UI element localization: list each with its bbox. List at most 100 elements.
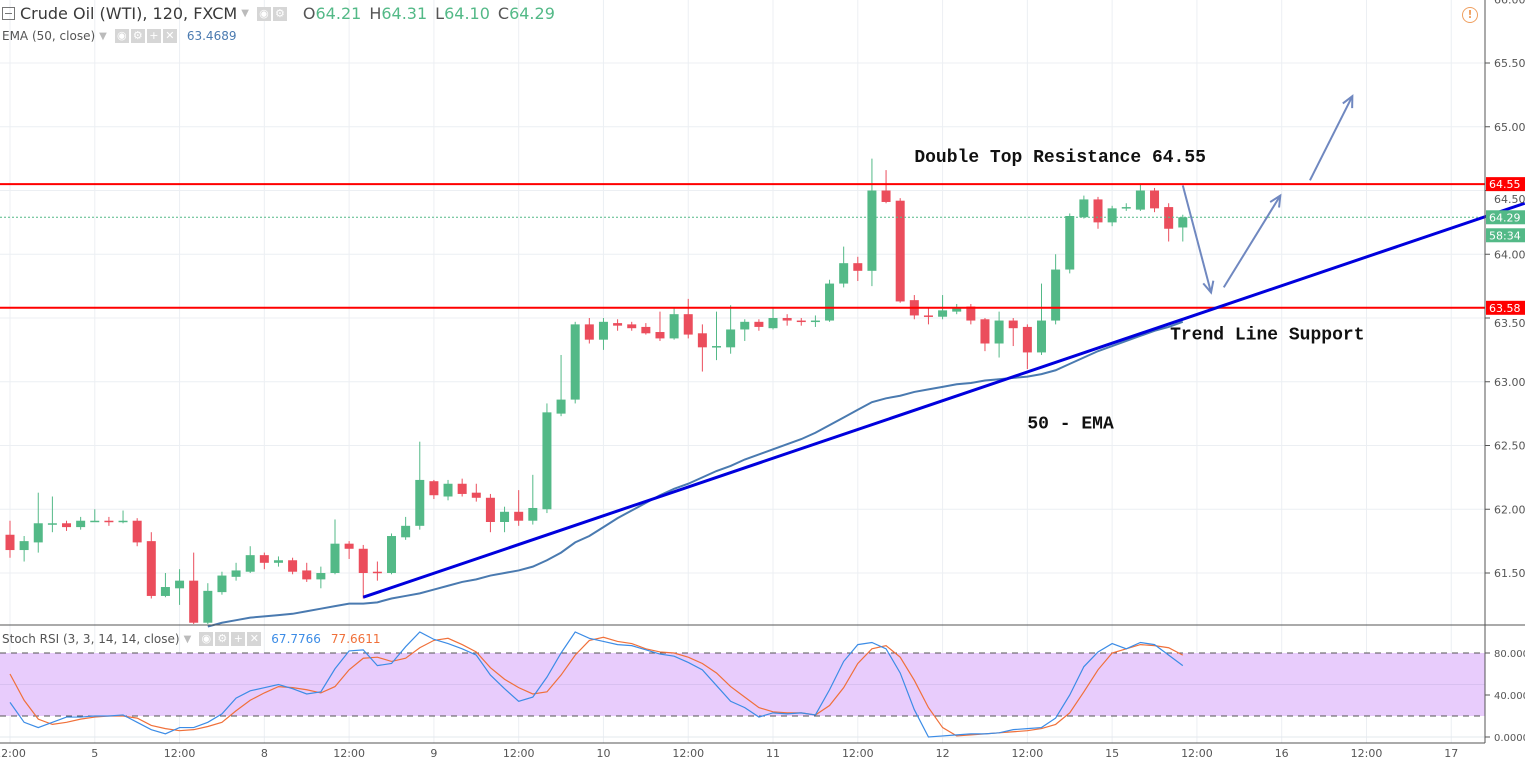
time-tick-label: 12:00 bbox=[1181, 747, 1213, 760]
candle bbox=[923, 307, 933, 325]
candle-body bbox=[132, 520, 142, 543]
candle-body bbox=[1022, 326, 1032, 353]
exclamation-circle-icon[interactable]: ! bbox=[1462, 7, 1478, 23]
bar-countdown-label-bg bbox=[1486, 228, 1525, 243]
stoch-title[interactable]: Stoch RSI (3, 3, 14, 14, close) bbox=[2, 632, 180, 646]
candle bbox=[895, 198, 905, 303]
candle-body bbox=[160, 587, 170, 596]
candle bbox=[132, 518, 142, 547]
candle-body bbox=[641, 326, 651, 334]
candle-body bbox=[429, 481, 439, 496]
candle-body bbox=[1093, 199, 1103, 223]
candle-body bbox=[302, 570, 312, 580]
symbol-legend: Crude Oil (WTI), 120, FXCM ▼ ◉ ⚙ O 64.21 … bbox=[2, 4, 555, 23]
candle bbox=[853, 256, 863, 282]
candle-body bbox=[966, 306, 976, 321]
candle bbox=[994, 311, 1004, 358]
candle-body bbox=[231, 570, 241, 577]
candle bbox=[1121, 203, 1131, 211]
candle bbox=[273, 556, 283, 567]
candle-body bbox=[923, 315, 933, 317]
candle-body bbox=[853, 263, 863, 271]
candle bbox=[62, 520, 72, 531]
stoch-k-line bbox=[9, 631, 1184, 738]
open-value: 64.21 bbox=[315, 4, 362, 23]
ema-legend: EMA (50, close) ▼ ◉ ⚙ + ✕ 63.4689 bbox=[2, 29, 236, 43]
candle-body bbox=[1178, 217, 1188, 228]
candle bbox=[740, 319, 750, 341]
candle-body bbox=[90, 520, 100, 523]
close-icon[interactable]: ✕ bbox=[162, 29, 177, 43]
chevron-down-icon[interactable]: ▼ bbox=[183, 633, 192, 645]
candle bbox=[160, 573, 170, 598]
last-price-label: 64.29 bbox=[1489, 211, 1521, 224]
candle-body bbox=[556, 399, 566, 414]
candle-body bbox=[712, 346, 721, 348]
candle-body bbox=[288, 560, 298, 572]
candle-body bbox=[655, 332, 665, 339]
time-tick-label: 11 bbox=[766, 747, 780, 760]
price-tick-label: 65.50 bbox=[1494, 57, 1525, 70]
candle-body bbox=[825, 283, 835, 321]
candle-body bbox=[994, 320, 1004, 344]
candle-body bbox=[938, 310, 948, 317]
candle bbox=[697, 324, 707, 372]
time-tick-label: 15 bbox=[1105, 747, 1119, 760]
candle bbox=[683, 298, 693, 339]
gear-icon[interactable]: ⚙ bbox=[215, 632, 230, 646]
low-value: 64.10 bbox=[444, 4, 490, 23]
candle-body bbox=[740, 321, 750, 330]
candle bbox=[1036, 283, 1046, 355]
stoch-legend: Stoch RSI (3, 3, 14, 14, close) ▼ ◉ ⚙ + … bbox=[2, 632, 381, 646]
time-tick-label: 12:00 bbox=[333, 747, 365, 760]
arrow-head bbox=[1269, 193, 1282, 208]
candle-body bbox=[76, 520, 86, 528]
collapse-icon[interactable] bbox=[2, 7, 15, 20]
arrow-head bbox=[1342, 94, 1354, 109]
stoch-rsi-pane bbox=[0, 631, 1485, 738]
candle bbox=[302, 562, 312, 582]
time-tick-label: 12:00 bbox=[1351, 747, 1383, 760]
candle-body bbox=[683, 314, 693, 335]
candle-body bbox=[457, 483, 467, 494]
time-tick-label: 10 bbox=[596, 747, 610, 760]
candle bbox=[839, 246, 849, 288]
candle-body bbox=[485, 497, 495, 522]
candle-body bbox=[1135, 190, 1145, 210]
candle bbox=[118, 510, 128, 524]
chevron-down-icon[interactable]: ▼ bbox=[241, 8, 249, 19]
candle-body bbox=[881, 190, 891, 202]
time-tick-label: 12:00 bbox=[503, 747, 535, 760]
plus-icon[interactable]: + bbox=[231, 632, 246, 646]
eye-icon[interactable]: ◉ bbox=[114, 29, 129, 43]
close-icon[interactable]: ✕ bbox=[247, 632, 262, 646]
candle bbox=[90, 509, 100, 523]
candle bbox=[203, 583, 213, 624]
low-label: L bbox=[435, 4, 445, 23]
candle-body bbox=[627, 324, 637, 329]
candle-body bbox=[542, 412, 552, 510]
candle bbox=[344, 541, 354, 559]
chevron-down-icon[interactable]: ▼ bbox=[99, 30, 107, 42]
candle-body bbox=[104, 520, 114, 523]
symbol-title[interactable]: Crude Oil (WTI), 120, FXCM bbox=[20, 4, 238, 23]
candle-body bbox=[217, 575, 227, 593]
ema-title[interactable]: EMA (50, close) bbox=[2, 29, 96, 43]
candle-body bbox=[598, 321, 608, 340]
eye-icon[interactable]: ◉ bbox=[256, 6, 271, 21]
gear-icon[interactable]: ⚙ bbox=[272, 6, 287, 21]
candle-body bbox=[62, 523, 72, 528]
candle bbox=[245, 546, 255, 573]
candle-body bbox=[19, 541, 29, 551]
eye-icon[interactable]: ◉ bbox=[199, 632, 214, 646]
candle bbox=[514, 490, 524, 526]
plus-icon[interactable]: + bbox=[146, 29, 161, 43]
gear-icon[interactable]: ⚙ bbox=[130, 29, 145, 43]
candle-body bbox=[330, 543, 340, 573]
bar-countdown-label: 58:34 bbox=[1489, 229, 1521, 242]
candle bbox=[372, 561, 382, 581]
candle-body bbox=[5, 534, 15, 551]
level-price-label: 64.55 bbox=[1489, 178, 1521, 191]
